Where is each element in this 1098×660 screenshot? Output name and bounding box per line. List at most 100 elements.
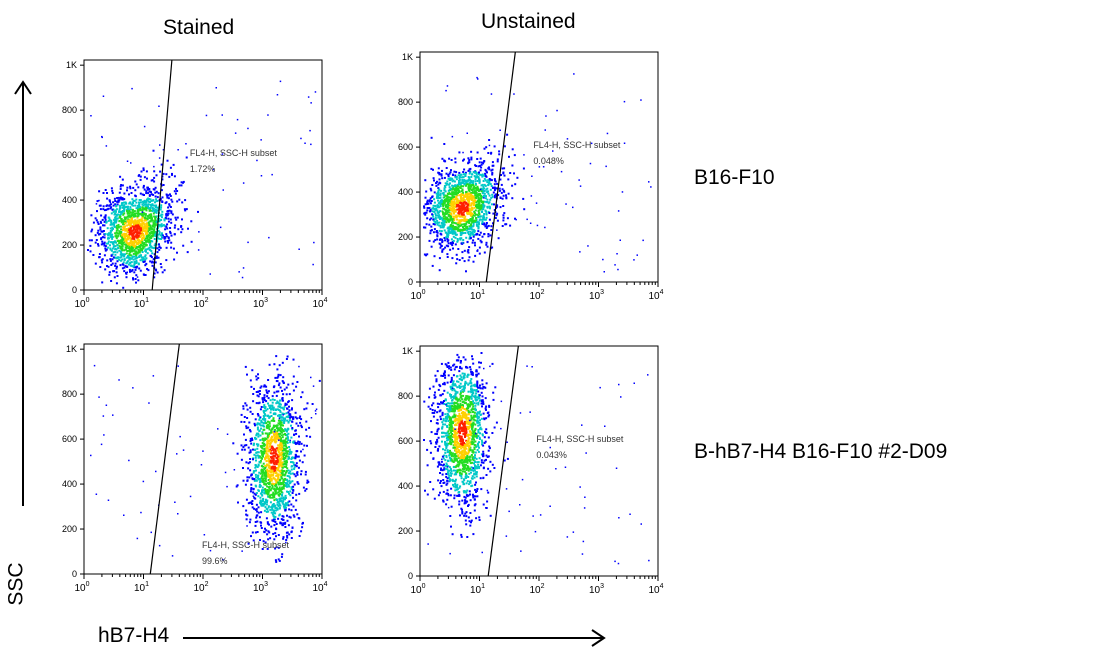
event-dot <box>438 257 441 260</box>
event-dot <box>444 190 447 193</box>
event-dot <box>262 401 265 404</box>
event-dot <box>158 246 161 248</box>
event-dot <box>142 184 145 187</box>
event-dot <box>489 178 492 181</box>
event-dot <box>267 491 270 494</box>
event-dot <box>465 227 468 230</box>
event-dot <box>435 441 437 444</box>
event-dot <box>279 414 282 417</box>
event-dot <box>247 446 250 449</box>
event-dot <box>113 245 115 248</box>
event-dot <box>477 194 480 197</box>
event-dot-outlier <box>179 435 181 438</box>
event-dot <box>127 222 130 225</box>
event-dot <box>285 403 288 406</box>
event-dot <box>142 234 145 237</box>
event-dot <box>276 438 279 441</box>
event-dot-outlier <box>476 76 478 79</box>
event-dot <box>439 210 442 213</box>
event-dot <box>249 469 252 472</box>
event-dot <box>477 173 480 175</box>
event-dot <box>286 536 289 539</box>
event-dot <box>287 439 290 442</box>
event-dot <box>143 188 146 191</box>
event-dot-outlier <box>496 229 498 231</box>
event-dot <box>277 504 280 507</box>
event-dot-outlier <box>123 514 125 516</box>
event-dot <box>268 523 270 526</box>
event-dot <box>125 234 128 237</box>
event-dot <box>473 231 476 234</box>
event-dot <box>277 422 280 425</box>
event-dot <box>270 487 273 490</box>
event-dot <box>130 214 133 217</box>
event-dot <box>487 179 490 182</box>
event-dot <box>280 406 283 409</box>
event-dot <box>280 482 283 484</box>
event-dot <box>154 218 157 221</box>
event-dot <box>467 210 470 213</box>
event-dot <box>469 224 472 227</box>
event-dot <box>137 210 139 212</box>
event-dot <box>120 259 122 262</box>
event-dot <box>464 519 467 522</box>
event-dot <box>452 235 455 238</box>
event-dot <box>281 416 284 419</box>
event-dot-outlier <box>209 273 211 275</box>
event-dot <box>462 226 464 228</box>
event-dot <box>123 192 126 195</box>
event-dot <box>288 413 291 416</box>
event-dot <box>290 486 293 489</box>
event-dot <box>471 221 474 224</box>
event-dot <box>122 238 125 241</box>
event-dot <box>432 240 435 243</box>
event-dot <box>432 223 435 225</box>
event-dot <box>100 259 103 262</box>
event-dot-outlier <box>650 186 652 188</box>
event-dot <box>442 205 445 207</box>
event-dot <box>471 231 473 234</box>
event-dot <box>265 409 268 412</box>
event-dot <box>501 225 504 227</box>
event-dot <box>291 382 294 385</box>
x-tick-label: 100 <box>74 581 89 594</box>
event-dot <box>184 199 187 202</box>
event-dot <box>292 417 294 420</box>
event-dot <box>447 409 450 412</box>
event-dot <box>306 402 309 405</box>
event-dot <box>249 410 252 413</box>
event-dot <box>481 173 484 176</box>
event-dot <box>445 209 448 212</box>
event-dot <box>97 229 100 232</box>
event-dot <box>280 427 283 430</box>
event-dot <box>184 209 187 212</box>
event-dot <box>475 173 478 176</box>
event-dot <box>462 159 464 162</box>
event-dot <box>125 205 128 208</box>
event-dot <box>273 412 276 415</box>
event-dot <box>133 238 136 241</box>
event-dot-outlier <box>226 433 229 435</box>
event-dot <box>132 252 135 255</box>
event-dot <box>142 229 145 232</box>
event-dot <box>270 479 273 482</box>
event-dot <box>462 227 465 230</box>
event-dot <box>433 191 436 194</box>
event-dot <box>256 426 259 429</box>
event-dot <box>139 269 142 272</box>
event-dot <box>282 417 285 420</box>
event-dot <box>455 226 458 229</box>
event-dot <box>145 235 148 238</box>
event-dot <box>115 271 118 274</box>
event-dot <box>263 394 266 397</box>
event-dot <box>463 194 466 197</box>
event-dot <box>475 172 478 174</box>
event-dot <box>478 181 481 184</box>
event-dot <box>462 206 465 208</box>
event-dot <box>297 440 300 443</box>
event-dot <box>136 221 139 224</box>
event-dot <box>479 193 482 195</box>
event-dot <box>459 237 462 240</box>
event-dot-outlier <box>587 245 589 247</box>
event-dot <box>475 203 478 206</box>
